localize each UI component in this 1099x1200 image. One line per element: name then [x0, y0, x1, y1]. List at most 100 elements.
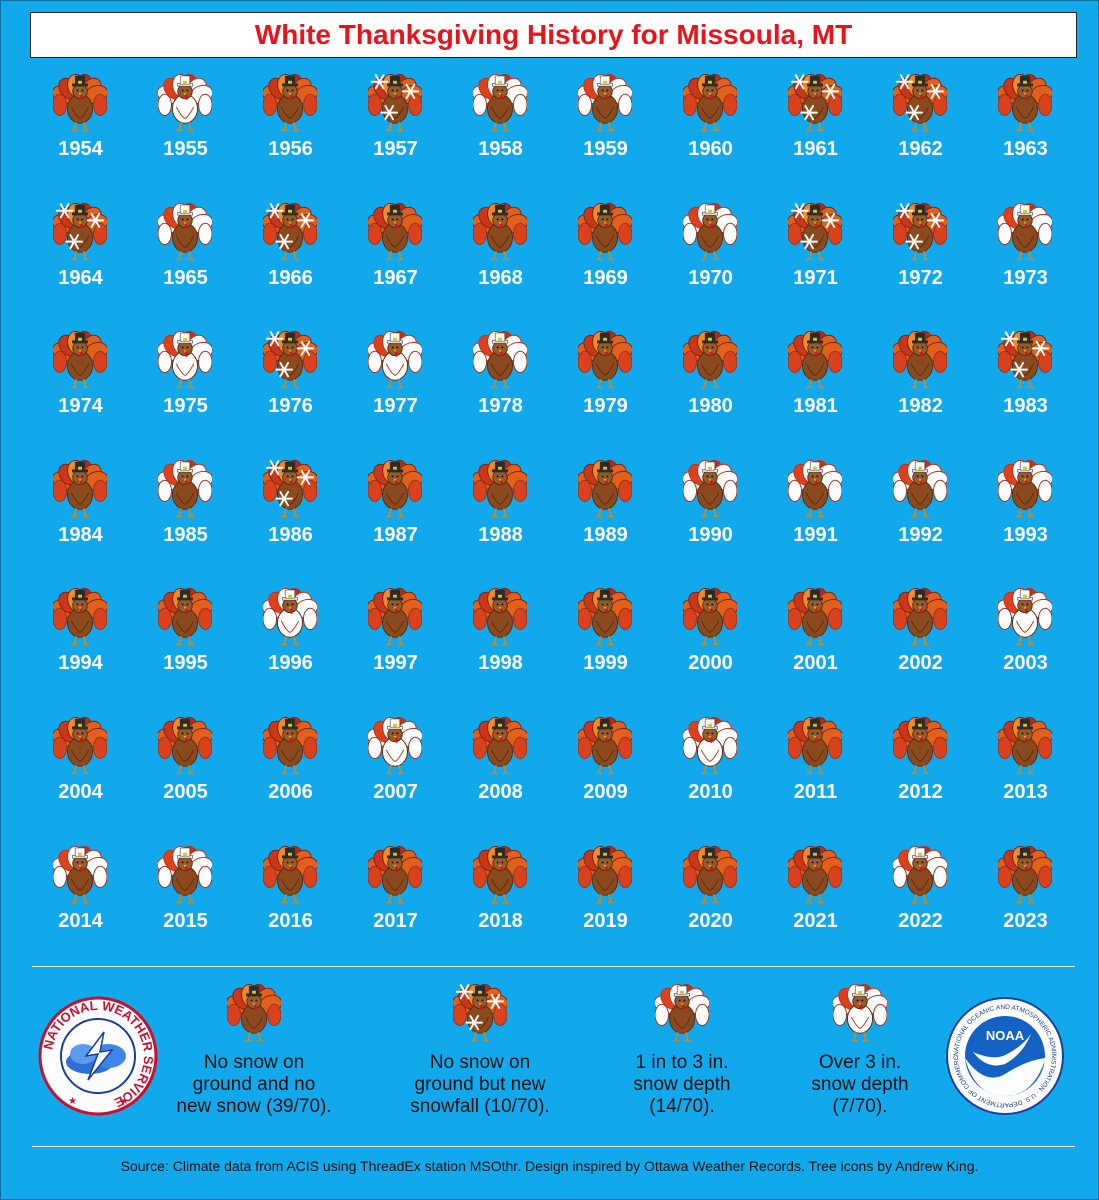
year-cell: 1964 — [28, 199, 133, 319]
turkey-icon — [263, 331, 317, 389]
year-cell: 1998 — [448, 584, 553, 704]
turkey-icon — [578, 202, 632, 261]
svg-text:★: ★ — [120, 1096, 129, 1107]
year-label: 2002 — [898, 652, 943, 675]
turkey-icon — [683, 331, 737, 389]
year-label: 1988 — [478, 523, 523, 546]
year-label: 2011 — [793, 781, 838, 803]
turkey-icon — [683, 845, 737, 904]
year-label: 2007 — [373, 781, 418, 803]
year-label: 1967 — [373, 266, 418, 289]
year-cell: 1983 — [973, 327, 1078, 447]
turkey-icon — [53, 459, 107, 518]
turkey-icon — [893, 588, 947, 646]
legend-turkey-icon — [227, 983, 281, 1042]
turkey-icon — [998, 716, 1052, 775]
year-cell: 2021 — [763, 842, 868, 962]
year-label: 1982 — [898, 395, 943, 418]
year-label: 1999 — [583, 652, 628, 675]
legend-label: No snow on ground but new snowfall (10/70)… — [370, 1052, 590, 1118]
turkey-icon — [53, 845, 107, 904]
year-cell: 2017 — [343, 842, 448, 962]
turkey-icon — [683, 588, 737, 646]
legend-item: No snow on ground and no new snow (39/70). — [144, 980, 364, 1118]
turkey-icon — [368, 202, 422, 261]
turkey-icon — [263, 716, 317, 775]
turkey-icon — [473, 845, 527, 904]
year-label: 1955 — [163, 138, 208, 160]
year-cell: 2001 — [763, 584, 868, 704]
turkey-icon — [263, 845, 317, 904]
year-label: 1954 — [58, 138, 103, 160]
year-label: 2014 — [58, 909, 103, 932]
year-label: 1960 — [688, 138, 733, 160]
turkey-icon — [788, 202, 842, 261]
turkey-icon — [263, 459, 317, 518]
source-note: Source: Climate data from ACIS using Thr… — [120, 1158, 979, 1174]
turkey-icon — [683, 202, 737, 261]
year-cell: 2011 — [763, 713, 868, 833]
turkey-icon — [473, 202, 527, 261]
year-label: 1993 — [1003, 523, 1048, 546]
year-cell: 2013 — [973, 713, 1078, 833]
noaa-logo: NATIONAL OCEANIC AND ATMOSPHERIC ADMINIS… — [945, 996, 1064, 1115]
year-cell: 1968 — [448, 199, 553, 319]
year-label: 2021 — [793, 909, 838, 932]
year-cell: 1990 — [658, 456, 763, 576]
legend-label-line: (14/70). — [649, 1096, 715, 1117]
legend-label-line: No snow on — [203, 1052, 305, 1073]
year-cell: 2007 — [343, 713, 448, 833]
turkey-icon — [473, 588, 527, 646]
legend-label-line: 1 in to 3 in. — [635, 1052, 729, 1073]
year-label: 1968 — [478, 266, 523, 289]
legend-label-line: (7/70). — [832, 1096, 888, 1117]
turkey-icon — [788, 459, 842, 518]
year-cell: 1996 — [238, 584, 343, 704]
turkey-icon — [473, 331, 527, 389]
year-cell: 1987 — [343, 456, 448, 576]
year-label: 2020 — [688, 909, 733, 932]
year-label: 2003 — [1003, 652, 1048, 675]
year-grid: 1954 1955 1956 1957 1958 1959 1960 1961 1962 1963… — [28, 70, 1078, 940]
turkey-icon — [683, 716, 737, 775]
year-cell: 1963 — [973, 70, 1078, 190]
year-cell: 1986 — [238, 456, 343, 576]
year-label: 1984 — [58, 523, 103, 546]
turkey-icon — [578, 331, 632, 389]
title-box: White Thanksgiving History for Missoula,… — [30, 12, 1077, 58]
year-cell: 1959 — [553, 70, 658, 190]
year-cell: 1960 — [658, 70, 763, 190]
turkey-icon — [158, 716, 212, 775]
year-label: 1975 — [163, 395, 208, 418]
year-cell: 1958 — [448, 70, 553, 190]
year-cell: 1981 — [763, 327, 868, 447]
year-label: 1958 — [478, 138, 523, 160]
year-cell: 2022 — [868, 842, 973, 962]
turkey-icon — [53, 331, 107, 389]
year-label: 2001 — [793, 652, 838, 675]
year-label: 1997 — [373, 652, 418, 675]
year-cell: 2006 — [238, 713, 343, 833]
turkey-icon — [893, 845, 947, 904]
turkey-icon — [683, 459, 737, 518]
turkey-icon — [53, 716, 107, 775]
year-label: 2009 — [583, 781, 628, 803]
year-label: 1989 — [583, 523, 628, 546]
legend-turkey-icon — [833, 983, 887, 1042]
turkey-icon — [368, 331, 422, 389]
legend-label-line: ground and no — [192, 1074, 316, 1095]
legend-label: No snow on ground and no new snow (39/70). — [144, 1052, 364, 1118]
turkey-icon — [998, 588, 1052, 646]
year-cell: 2023 — [973, 842, 1078, 962]
year-cell: 2020 — [658, 842, 763, 962]
year-label: 1996 — [268, 652, 313, 675]
year-cell: 1991 — [763, 456, 868, 576]
turkey-icon — [998, 202, 1052, 261]
year-label: 1963 — [1003, 138, 1048, 160]
turkey-icon — [263, 588, 317, 646]
legend-label-line: new snow (39/70). — [176, 1096, 332, 1117]
legend-label: Over 3 in. snow depth (7/70). — [750, 1052, 970, 1118]
turkey-icon — [998, 459, 1052, 518]
year-label: 2017 — [373, 909, 418, 932]
year-cell: 1971 — [763, 199, 868, 319]
